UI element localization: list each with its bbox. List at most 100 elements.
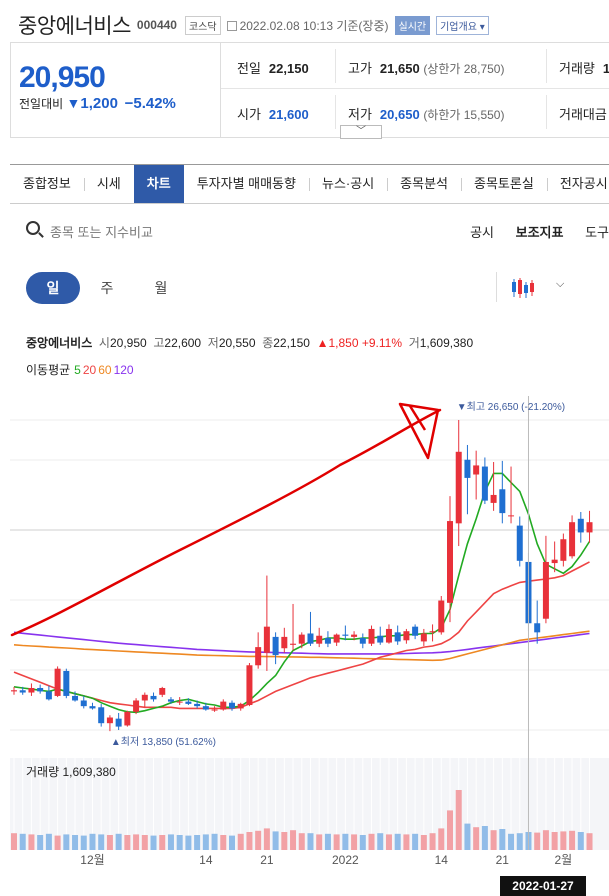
candle-body <box>272 636 279 656</box>
info-close: 22,150 <box>273 336 310 350</box>
volume-bar <box>45 833 52 850</box>
candle-body <box>106 717 113 724</box>
candle-body <box>420 633 427 642</box>
price-area: 20,950 전일대비 ▼1,200 −5.42% <box>11 43 221 137</box>
volume-bar <box>542 830 549 850</box>
candle-body <box>490 494 497 503</box>
price-change: 전일대비 ▼1,200 −5.42% <box>19 95 176 112</box>
indicator-button[interactable]: 보조지표 <box>515 225 564 240</box>
volume-bar <box>220 835 227 850</box>
volume-bar <box>124 835 131 850</box>
stock-name[interactable]: 중앙에너비스 <box>18 15 131 38</box>
candle-body <box>237 703 244 709</box>
candle-body <box>499 489 506 514</box>
candle-body <box>72 695 79 701</box>
volume-bar <box>307 833 314 850</box>
volume-bar <box>11 833 17 850</box>
info-low: 20,550 <box>218 336 256 350</box>
candle-body <box>185 701 192 704</box>
ma60-legend[interactable]: 60 <box>98 363 112 377</box>
candle-body <box>569 522 576 557</box>
candle-body <box>176 701 183 703</box>
x-tick-label: 21 <box>496 853 510 867</box>
volume-bar <box>19 833 26 850</box>
candle-body <box>333 634 340 643</box>
stock-title-row: 중앙에너비스 000440 코스닥 2022.02.08 10:13 기준(장중… <box>18 10 489 40</box>
quote-box: 20,950 전일대비 ▼1,200 −5.42% 전일 22,150 고가 21,… <box>10 42 609 138</box>
price-chart[interactable]: ▼최고 26,650 (-21.20%) ▲최저 13,850 (51.62%) 거… <box>0 380 609 876</box>
volume-bar <box>272 831 279 850</box>
tab-news[interactable]: 뉴스·공시 <box>308 165 387 203</box>
info-volume: 1,609,380 <box>419 336 474 350</box>
tab-investor-trading[interactable]: 투자자별 매매동향 <box>196 176 296 191</box>
tab-chart[interactable]: 차트 <box>133 165 184 203</box>
disclosure-toggle[interactable]: 공시 <box>470 225 494 240</box>
main-tabs: 종합정보 시세 차트 투자자별 매매동향 뉴스·공시 종목분석 종목토론실 전자… <box>10 164 609 204</box>
candle-body <box>28 687 35 693</box>
candle-body <box>159 687 166 695</box>
chart-type-dropdown-icon[interactable]: ⌵ <box>556 278 565 290</box>
candle-body <box>11 690 17 692</box>
tab-disclosure[interactable]: 전자공시 <box>546 165 609 203</box>
quote-row-2: 시가 21,600 저가 20,650 (하한가 15,550) 거래대금 <box>221 89 609 135</box>
ma5-legend[interactable]: 5 <box>74 363 81 377</box>
compare-search-input[interactable]: 종목 또는 지수비교 <box>50 225 153 240</box>
volume-bar <box>499 829 506 850</box>
candle-body <box>167 699 174 702</box>
volume-bar <box>98 834 105 850</box>
volume-bar <box>37 835 44 850</box>
search-icon[interactable] <box>26 221 40 235</box>
info-change: ▲1,850 <box>316 336 359 350</box>
realtime-badge[interactable]: 실시간 <box>394 15 431 35</box>
volume-bar <box>28 834 35 850</box>
candle-body <box>359 638 366 644</box>
volume-bar <box>194 835 201 850</box>
volume-bar <box>481 826 488 850</box>
candle-body <box>342 634 349 636</box>
chart-tools: 공시 보조지표 도구 <box>452 222 609 241</box>
ma-legend-label: 이동평균 <box>26 363 71 377</box>
volume-bar <box>551 832 558 850</box>
candle-body <box>211 709 218 711</box>
volume-bar <box>80 835 87 850</box>
drawing-tools-button[interactable]: 도구 <box>585 225 609 240</box>
candlestick-type-icon[interactable] <box>508 276 538 300</box>
volume-bar <box>455 790 462 850</box>
x-tick-label: 12월 <box>80 853 104 867</box>
tab-analysis[interactable]: 종목분석 <box>387 165 461 203</box>
candle-body <box>263 626 270 653</box>
volume-bar <box>159 835 166 850</box>
calendar-icon <box>226 21 237 32</box>
tab-discussion[interactable]: 종목토론실 <box>461 165 547 203</box>
volume-bar <box>133 834 140 850</box>
volume-bar <box>324 833 331 850</box>
candle-body <box>377 635 384 643</box>
day-low: 저가 20,650 (하한가 15,550) <box>348 107 505 122</box>
volume-bar <box>298 833 305 850</box>
tab-overview[interactable]: 종합정보 <box>23 176 71 191</box>
period-selector: 일 주 월 <box>26 272 188 304</box>
candle-body <box>45 691 52 700</box>
candle-body <box>447 521 453 603</box>
candle-body <box>534 623 541 633</box>
volume-bar <box>490 830 497 850</box>
volume-bar <box>368 833 375 850</box>
collapse-toggle-button[interactable]: ﹀ <box>340 125 382 139</box>
change-percent: −5.42% <box>124 95 176 112</box>
ma20-legend[interactable]: 20 <box>82 363 97 377</box>
volume-label: 거래량 1,609,380 <box>26 765 116 779</box>
current-price: 20,950 <box>19 61 106 94</box>
period-monthly-button[interactable]: 월 <box>154 280 168 296</box>
volume-bar <box>351 834 358 850</box>
max-annotation: ▼최고 26,650 (-21.20%) <box>457 401 565 413</box>
tab-quotes[interactable]: 시세 <box>83 165 134 203</box>
candle-body <box>324 638 331 644</box>
timestamp-text: 2022.02.08 10:13 기준(장중) <box>239 18 389 33</box>
company-info-button[interactable]: 기업개요 ▾ <box>436 15 489 35</box>
volume-bar <box>438 828 445 850</box>
ma120-legend[interactable]: 120 <box>113 363 134 377</box>
period-daily-button[interactable]: 일 <box>26 272 80 304</box>
candle-body <box>290 643 297 645</box>
period-weekly-button[interactable]: 주 <box>100 280 114 296</box>
volume-bar <box>89 833 96 850</box>
